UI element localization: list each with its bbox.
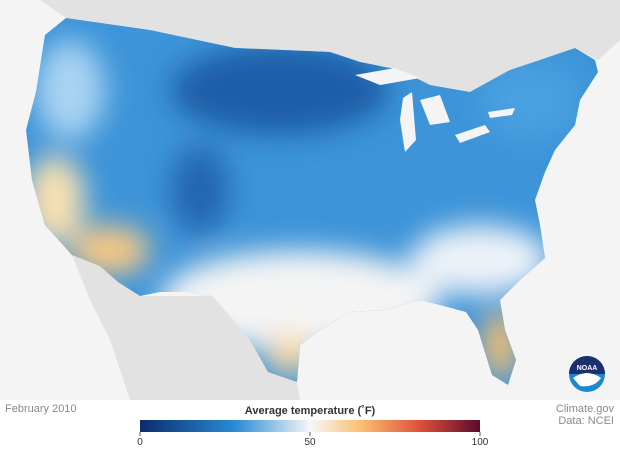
mexico — [72, 255, 300, 400]
canada — [0, 0, 620, 92]
credit-site: Climate.gov — [556, 403, 615, 415]
legend-tick-label: 0 — [137, 437, 143, 448]
date-label: February 2010 — [5, 403, 77, 415]
noaa-logo: NOAA — [569, 356, 605, 392]
great-lakes — [355, 68, 515, 152]
color-bar — [140, 420, 480, 432]
legend-title: Average temperature (˚F) — [245, 405, 376, 417]
legend-tick-label: 100 — [472, 437, 489, 448]
credit-source: Data: NCEI — [558, 415, 614, 427]
logo-text: NOAA — [577, 365, 598, 372]
legend-tick-label: 50 — [304, 437, 316, 448]
